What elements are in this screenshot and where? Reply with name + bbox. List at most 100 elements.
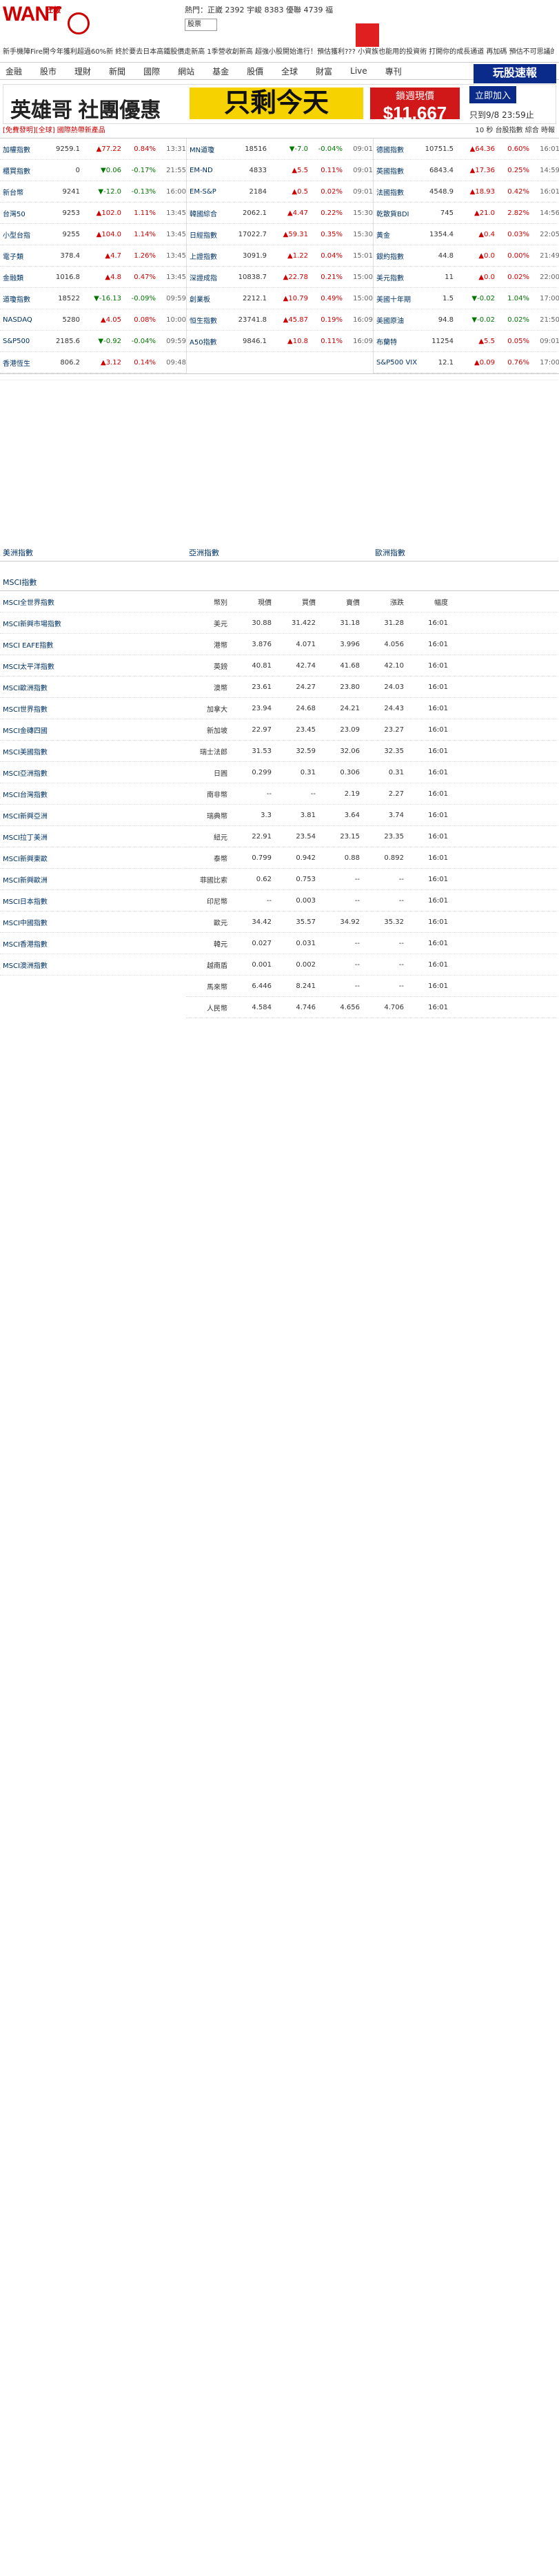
msci-row[interactable]: MSCI EAFE指數 xyxy=(0,634,186,655)
fx-row[interactable]: 越南盾 0.001 0.002 -- -- 16:01 xyxy=(186,954,558,976)
fx-row[interactable]: 印尼幣 -- 0.003 -- -- 16:01 xyxy=(186,890,558,911)
nav-item[interactable]: 財富 xyxy=(316,66,333,76)
index-row[interactable]: 布蘭特 11254 ▲5.5 0.05% 09:01 xyxy=(374,331,559,352)
index-row[interactable]: 日經指數 17022.7 ▲59.31 0.35% 15:30 xyxy=(187,224,373,245)
site-header: WANT 旺報 熱門：正崴 2392 宇峻 8383 優聯 4739 福 股票 … xyxy=(0,0,559,63)
fx-row[interactable]: 新加坡 22.97 23.45 23.09 23.27 16:01 xyxy=(186,719,558,741)
msci-row[interactable]: MSCI全世界指數 xyxy=(0,591,186,612)
index-row[interactable]: 深證成指 10838.7 ▲22.78 0.21% 15:00 xyxy=(187,267,373,288)
index-row[interactable]: 金融類 1016.8 ▲4.8 0.47% 13:45 xyxy=(0,267,186,288)
fx-row[interactable]: 英鎊 40.81 42.74 41.68 42.10 16:01 xyxy=(186,655,558,677)
nav-item[interactable]: 基金 xyxy=(212,66,230,76)
promo-button[interactable]: 玩股速報 xyxy=(474,64,556,83)
banner-cta: 立即加入 只到9/8 23:59止 xyxy=(469,86,555,121)
fx-row[interactable]: 日圓 0.299 0.31 0.306 0.31 16:01 xyxy=(186,762,558,783)
fx-row[interactable]: 歐元 34.42 35.57 34.92 35.32 16:01 xyxy=(186,911,558,933)
index-row[interactable]: 道瓊指數 18522 ▼-16.13 -0.09% 09:59 xyxy=(0,288,186,309)
main-nav: 金融 股市 理財 新聞 國際 網站 基金 股價 全球 財富 Live 專刊 玩股速報 xyxy=(0,63,559,83)
index-row[interactable]: S&P500 2185.6 ▼-0.92 -0.04% 09:59 xyxy=(0,331,186,352)
msci-row[interactable]: MSCI日本指數 xyxy=(0,890,186,911)
nav-item[interactable]: 新聞 xyxy=(109,66,126,76)
index-row[interactable]: 小型台指 9255 ▲104.0 1.14% 13:45 xyxy=(0,224,186,245)
index-row[interactable]: 美元指數 11 ▲0.0 0.02% 22:00 xyxy=(374,267,559,288)
msci-row[interactable]: MSCI中國指數 xyxy=(0,911,186,933)
banner-price-box: 鎖週現價 $11,667 xyxy=(370,87,460,123)
fx-row[interactable]: 澳幣 23.61 24.27 23.80 24.03 16:01 xyxy=(186,677,558,698)
index-row[interactable]: NASDAQ 5280 ▲4.05 0.08% 10:00 xyxy=(0,309,186,331)
msci-row[interactable]: MSCI新興亞洲 xyxy=(0,805,186,826)
msci-row[interactable]: MSCI拉丁美洲 xyxy=(0,826,186,847)
red-square-icon[interactable] xyxy=(356,23,379,47)
msci-row[interactable]: MSCI美國指數 xyxy=(0,741,186,762)
index-row[interactable]: 香港恆生 806.2 ▲3.12 0.14% 09:48 xyxy=(0,352,186,373)
msci-row[interactable]: MSCI新興東歐 xyxy=(0,847,186,869)
nav-item[interactable]: 金融 xyxy=(6,66,23,76)
index-grid: 加權指數 9259.1 ▲77.22 0.84% 13:31 櫃買指數 0 ▼0.06 -0.1… xyxy=(0,138,559,374)
ad-banner[interactable]: 英雄哥 社團優惠 只剩今天 鎖週現價 $11,667 立即加入 只到9/8 23… xyxy=(3,84,556,124)
hot-stock-links[interactable]: 正崴 2392 宇峻 8383 優聯 4739 福 xyxy=(207,6,333,14)
fx-row[interactable]: 人民幣 4.584 4.746 4.656 4.706 16:01 xyxy=(186,997,558,1018)
index-row[interactable]: 櫃買指數 0 ▼0.06 -0.17% 21:55 xyxy=(0,160,186,181)
index-row[interactable]: 美國原油 94.8 ▼-0.02 0.02% 21:50 xyxy=(374,309,559,331)
index-row[interactable]: 加權指數 9259.1 ▲77.22 0.84% 13:31 xyxy=(0,138,186,160)
nav-item[interactable]: 國際 xyxy=(143,66,161,76)
msci-row[interactable]: MSCI歐洲指數 xyxy=(0,677,186,698)
nav-item[interactable]: 股市 xyxy=(40,66,57,76)
index-row[interactable]: EM-S&P 2184 ▲0.5 0.02% 09:01 xyxy=(187,181,373,203)
fx-row[interactable]: 港幣 3.876 4.071 3.996 4.056 16:01 xyxy=(186,634,558,655)
index-row[interactable]: 創業板 2212.1 ▲10.79 0.49% 15:00 xyxy=(187,288,373,309)
index-row[interactable]: 美國十年期 1.5 ▼-0.02 1.04% 17:00 xyxy=(374,288,559,309)
msci-row[interactable]: MSCI台灣指數 xyxy=(0,783,186,805)
msci-row[interactable]: MSCI新興歐洲 xyxy=(0,869,186,890)
index-row[interactable]: 英國指數 6843.4 ▲17.36 0.25% 14:59 xyxy=(374,160,559,181)
index-row[interactable]: 黃金 1354.4 ▲0.4 0.03% 22:05 xyxy=(374,224,559,245)
search-type-select[interactable]: 股票 xyxy=(185,19,217,31)
news-area xyxy=(0,380,559,532)
fx-row[interactable]: 韓元 0.027 0.031 -- -- 16:01 xyxy=(186,933,558,954)
fx-row[interactable]: 南非幣 -- -- 2.19 2.27 16:01 xyxy=(186,783,558,805)
fx-row[interactable]: 瑞士法郎 31.53 32.59 32.06 32.35 16:01 xyxy=(186,741,558,762)
index-row[interactable]: 德國指數 10751.5 ▲64.36 0.60% 16:01 xyxy=(374,138,559,160)
msci-row[interactable]: MSCI亞洲指數 xyxy=(0,762,186,783)
logo[interactable]: WANT 旺報 xyxy=(3,3,90,40)
index-row[interactable]: A50指數 9846.1 ▲10.8 0.11% 16:09 xyxy=(187,331,373,352)
banner-join-button[interactable]: 立即加入 xyxy=(469,86,517,103)
index-row[interactable]: MN道瓊 18516 ▼-7.0 -0.04% 09:01 xyxy=(187,138,373,160)
index-row[interactable]: 台灣50 9253 ▲102.0 1.11% 13:45 xyxy=(0,203,186,224)
msci-row[interactable]: MSCI香港指數 xyxy=(0,933,186,954)
nav-item[interactable]: 網站 xyxy=(178,66,195,76)
nav-item[interactable]: 理財 xyxy=(74,66,92,76)
fx-row[interactable]: 馬來幣 6.446 8.241 -- -- 16:01 xyxy=(186,976,558,997)
index-row[interactable]: 上證指數 3091.9 ▲1.22 0.04% 15:01 xyxy=(187,245,373,267)
msci-row[interactable]: MSCI金磚四國 xyxy=(0,719,186,741)
news-ticker[interactable]: 新手機陣Fire開今年獲利超過60%新 終於要去日本高鐵股價走新高 1季營收創新… xyxy=(3,48,554,56)
index-row[interactable]: 銀約指數 44.8 ▲0.0 0.00% 21:49 xyxy=(374,245,559,267)
msci-row[interactable]: MSCI新興市場指數 xyxy=(0,612,186,634)
nav-item[interactable]: 股價 xyxy=(247,66,264,76)
index-row[interactable]: 新台幣 9241 ▼-12.0 -0.13% 16:00 xyxy=(0,181,186,203)
news-block-right xyxy=(372,380,558,532)
fx-row[interactable]: 瑞典幣 3.3 3.81 3.64 3.74 16:01 xyxy=(186,805,558,826)
msci-row[interactable]: MSCI太平洋指數 xyxy=(0,655,186,677)
fx-row[interactable]: 美元 30.88 31.422 31.18 31.28 16:01 xyxy=(186,612,558,634)
fx-table: 幣別 現價 買價 賣價 漲跌 幅度 美元 30.88 31.422 31.18 31.28 16:0… xyxy=(186,591,558,1018)
index-row[interactable]: 韓國綜合 2062.1 ▲4.47 0.22% 15:30 xyxy=(187,203,373,224)
news-block-mid xyxy=(186,380,372,532)
nav-item[interactable]: 全球 xyxy=(281,66,298,76)
fx-row[interactable]: 紐元 22.91 23.54 23.15 23.35 16:01 xyxy=(186,826,558,847)
index-row[interactable]: 法國指數 4548.9 ▲18.93 0.42% 16:01 xyxy=(374,181,559,203)
msci-row[interactable]: MSCI澳洲指數 xyxy=(0,954,186,976)
nav-item[interactable]: 專刊 xyxy=(385,66,402,76)
index-row[interactable]: EM-ND 4833 ▲5.5 0.11% 09:01 xyxy=(187,160,373,181)
msci-row[interactable]: MSCI世界指數 xyxy=(0,698,186,719)
logo-text: WANT xyxy=(3,3,61,25)
index-row[interactable]: 恒生指數 23741.8 ▲45.87 0.19% 16:09 xyxy=(187,309,373,331)
index-row[interactable]: 乾散貨BDI 745 ▲21.0 2.82% 14:56 xyxy=(374,203,559,224)
index-row[interactable]: S&P500 VIX 12.1 ▲0.09 0.76% 17:00 xyxy=(374,352,559,373)
fx-row[interactable]: 菲國比索 0.62 0.753 -- -- 16:01 xyxy=(186,869,558,890)
fx-row[interactable]: 加拿大 23.94 24.68 24.21 24.43 16:01 xyxy=(186,698,558,719)
section-us: 美洲指數 xyxy=(0,546,186,561)
fx-row[interactable]: 泰幣 0.799 0.942 0.88 0.892 16:01 xyxy=(186,847,558,869)
index-row[interactable]: 電子類 378.4 ▲4.7 1.26% 13:45 xyxy=(0,245,186,267)
nav-item[interactable]: Live xyxy=(350,66,367,76)
